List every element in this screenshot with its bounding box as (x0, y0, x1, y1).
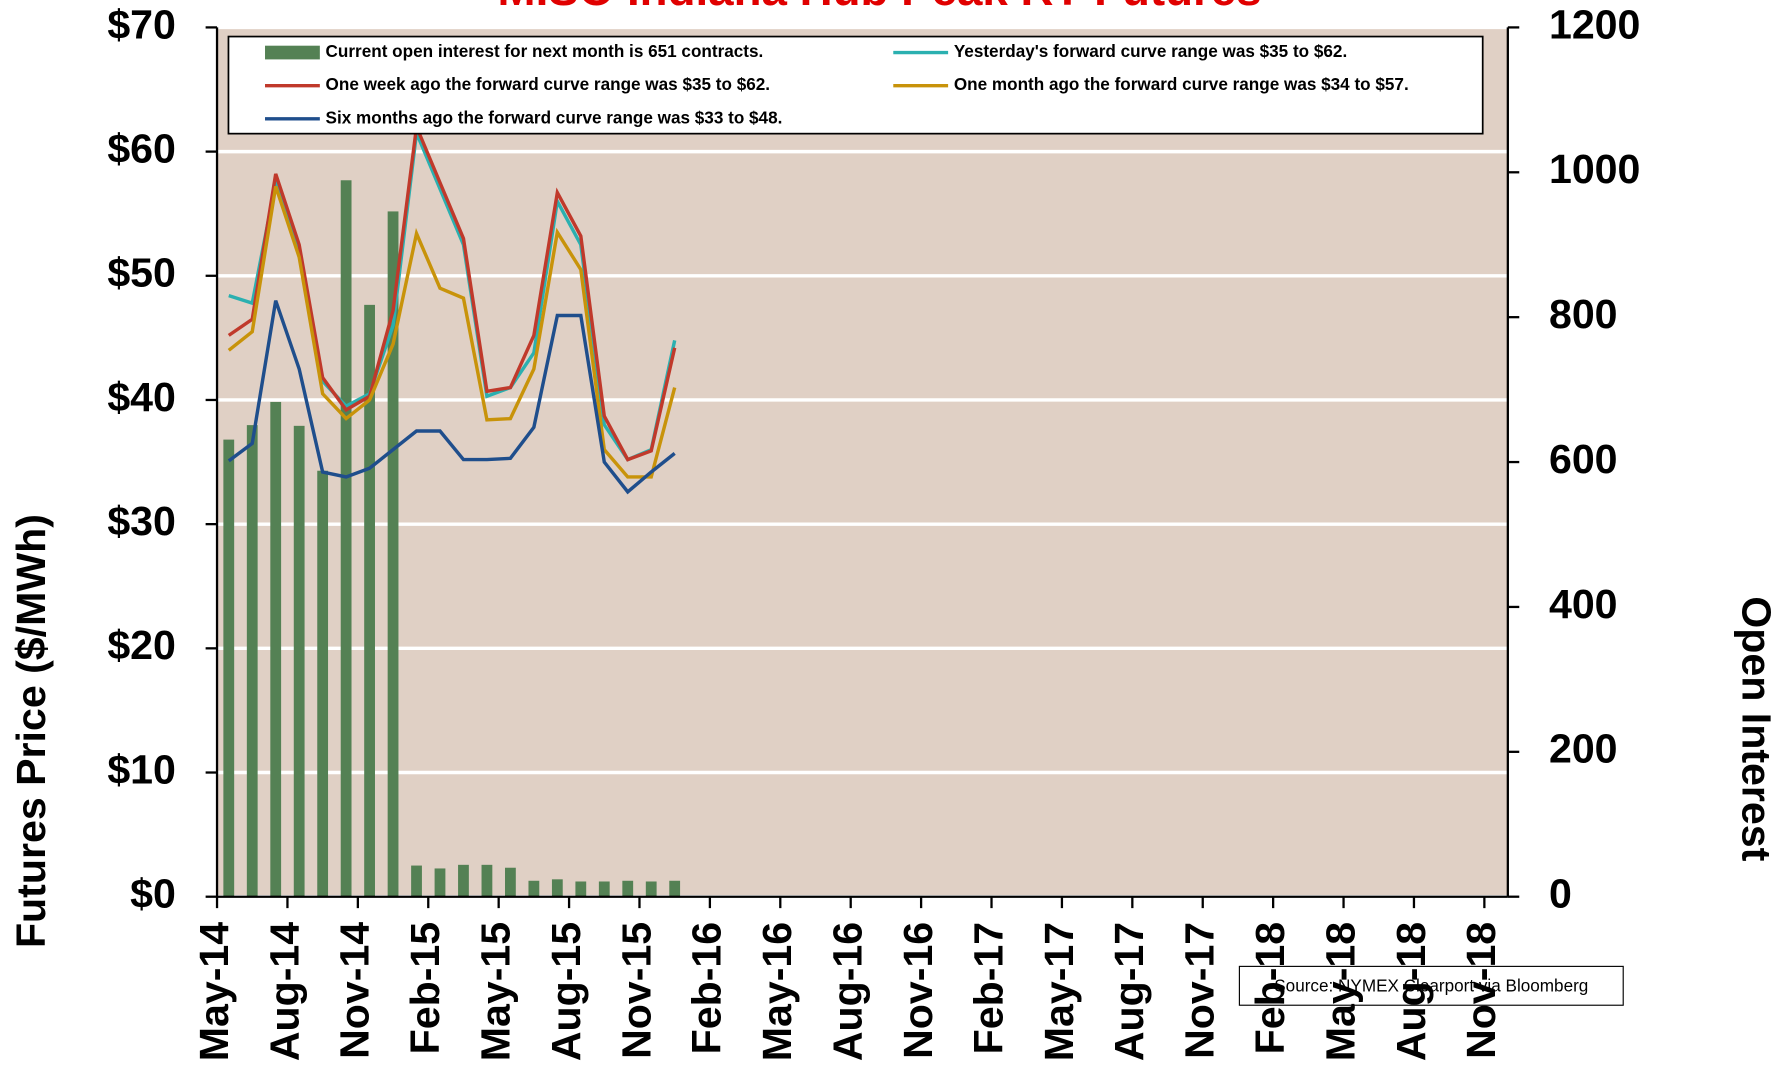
x-tick-label: May-16 (754, 922, 800, 1061)
y2-axis-title: Open Interest (1734, 596, 1780, 861)
line (227, 120, 677, 462)
x-tick-label: May-18 (1317, 922, 1363, 1061)
bar (598, 881, 610, 897)
y2-tick-label: 1000 (1549, 146, 1640, 192)
y-tick-label: $50 (107, 250, 176, 296)
y-tick-label: $60 (107, 125, 176, 171)
bar (528, 880, 540, 897)
bar (505, 867, 516, 897)
y2-tick-label: 800 (1549, 291, 1618, 337)
x-tick-label: Nov-14 (332, 922, 378, 1059)
legend-label: One week ago the forward curve range was… (326, 74, 770, 94)
source-box (1238, 965, 1624, 1006)
legend-label: One month ago the forward curve range wa… (954, 74, 1409, 94)
bar (387, 211, 399, 897)
chart-title: MISO Indiana Hub Peak RT Futures (498, 0, 1262, 15)
legend-label: Current open interest for next month is … (326, 41, 764, 61)
legend-box (227, 35, 1484, 135)
x-tick-label: Aug-15 (543, 922, 589, 1061)
x-tick-label: Aug-17 (1106, 922, 1152, 1061)
plot-area (217, 27, 1508, 897)
x-tick-label: Feb-15 (402, 922, 448, 1055)
x-tick-label: May-15 (473, 922, 519, 1061)
y-tick-label: $30 (107, 498, 176, 544)
x-tick-label: Nov-15 (613, 922, 659, 1059)
bar (317, 470, 329, 897)
bar (364, 304, 375, 897)
legend-label: Yesterday's forward curve range was $35 … (954, 41, 1347, 61)
y-tick-label: $20 (107, 622, 176, 668)
y2-tick-label: 400 (1549, 581, 1618, 627)
x-tick-label: Aug-14 (261, 922, 307, 1061)
x-tick-label: Aug-16 (825, 922, 871, 1061)
source-note: Source: NYMEX Clearport via Bloomberg (1274, 975, 1588, 995)
y-tick-label: $70 (107, 1, 176, 47)
y-tick-label: $40 (107, 374, 176, 420)
bar (622, 880, 634, 897)
y2-tick-label: 600 (1549, 436, 1618, 482)
y2-tick-label: 1200 (1549, 1, 1640, 47)
y-tick-label: $0 (130, 871, 176, 917)
x-tick-label: Feb-17 (965, 922, 1011, 1055)
bar (293, 425, 305, 897)
x-tick-label: Feb-18 (1247, 922, 1293, 1055)
bar (645, 881, 657, 897)
bar (340, 180, 352, 897)
line (227, 300, 676, 495)
y-axis-title: Futures Price ($/MWh) (8, 514, 54, 948)
bar (669, 880, 681, 897)
x-tick-label: Aug-18 (1388, 922, 1434, 1061)
bar (434, 868, 446, 897)
line (227, 185, 677, 479)
x-tick-label: Nov-18 (1458, 922, 1504, 1059)
bar (481, 864, 493, 897)
x-tick-label: Feb-16 (684, 922, 730, 1055)
bar (270, 401, 282, 897)
bar (575, 881, 587, 897)
x-tick-label: May-14 (191, 922, 237, 1062)
x-tick-label: Nov-16 (895, 922, 941, 1059)
y-tick-label: $10 (107, 746, 176, 792)
x-tick-label: Nov-17 (1177, 922, 1223, 1059)
bar (223, 439, 235, 897)
bar (551, 879, 563, 897)
bar (246, 425, 258, 897)
x-tick-label: May-17 (1036, 922, 1082, 1061)
bar (411, 865, 422, 897)
y2-tick-label: 0 (1549, 871, 1572, 917)
legend-swatch (265, 45, 320, 60)
chart-body: MISO Indiana Hub Peak RT Futures Futures… (8, 0, 1779, 1061)
legend-label: Six months ago the forward curve range w… (326, 107, 783, 127)
bar (458, 864, 469, 897)
y2-tick-label: 200 (1549, 726, 1618, 772)
